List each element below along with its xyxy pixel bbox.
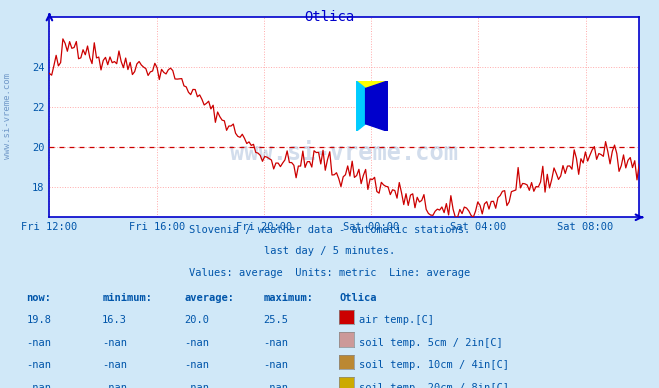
Text: last day / 5 minutes.: last day / 5 minutes. — [264, 246, 395, 256]
Text: now:: now: — [26, 293, 51, 303]
Text: soil temp. 10cm / 4in[C]: soil temp. 10cm / 4in[C] — [359, 360, 509, 371]
Text: Otlica: Otlica — [304, 10, 355, 24]
Text: Values: average  Units: metric  Line: average: Values: average Units: metric Line: aver… — [189, 268, 470, 278]
Polygon shape — [366, 81, 387, 132]
Text: 25.5: 25.5 — [264, 315, 289, 326]
Text: maximum:: maximum: — [264, 293, 314, 303]
Text: -nan: -nan — [26, 360, 51, 371]
Text: -nan: -nan — [185, 338, 210, 348]
Text: -nan: -nan — [26, 383, 51, 388]
Text: www.si-vreme.com: www.si-vreme.com — [3, 73, 13, 159]
Polygon shape — [356, 81, 387, 106]
Text: -nan: -nan — [185, 360, 210, 371]
Text: -nan: -nan — [264, 338, 289, 348]
Polygon shape — [356, 81, 387, 132]
Text: 16.3: 16.3 — [102, 315, 127, 326]
Text: 19.8: 19.8 — [26, 315, 51, 326]
Text: soil temp. 20cm / 8in[C]: soil temp. 20cm / 8in[C] — [359, 383, 509, 388]
Text: 20.0: 20.0 — [185, 315, 210, 326]
Text: -nan: -nan — [264, 360, 289, 371]
Text: -nan: -nan — [102, 383, 127, 388]
Text: Slovenia / weather data - automatic stations.: Slovenia / weather data - automatic stat… — [189, 225, 470, 235]
Text: -nan: -nan — [102, 338, 127, 348]
Text: -nan: -nan — [26, 338, 51, 348]
Text: minimum:: minimum: — [102, 293, 152, 303]
Text: www.si-vreme.com: www.si-vreme.com — [231, 141, 458, 165]
Text: average:: average: — [185, 293, 235, 303]
Text: soil temp. 5cm / 2in[C]: soil temp. 5cm / 2in[C] — [359, 338, 503, 348]
Text: -nan: -nan — [264, 383, 289, 388]
Text: air temp.[C]: air temp.[C] — [359, 315, 434, 326]
Text: -nan: -nan — [185, 383, 210, 388]
Text: Otlica: Otlica — [339, 293, 377, 303]
Text: -nan: -nan — [102, 360, 127, 371]
